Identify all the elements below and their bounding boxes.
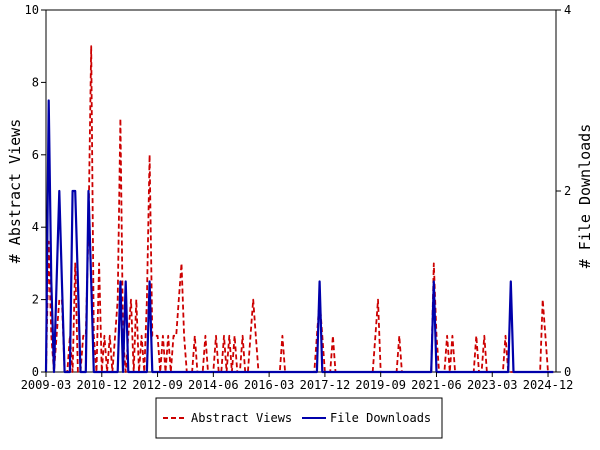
left-y-tick-label: 8 (32, 75, 39, 89)
right-axis-title: # File Downloads (576, 124, 594, 269)
left-y-tick-label: 0 (32, 365, 39, 379)
axis-layer: 0 2 4 6 8 10 0 2 4 2009-03 2010-12 2012-09 2014-06 20… (21, 3, 574, 392)
left-y-tick-label: 6 (32, 148, 39, 162)
left-y-tick-label: 10 (25, 3, 39, 17)
right-y-tick-label: 0 (564, 365, 571, 379)
x-tick-label: 2009-03 (21, 378, 72, 392)
x-tick-label: 2019-09 (355, 378, 406, 392)
left-y-tick-label: 4 (32, 220, 39, 234)
x-tick-label: 2010-12 (76, 378, 127, 392)
left-y-tick-label: 2 (32, 293, 39, 307)
right-y-tick-label: 2 (564, 184, 571, 198)
x-tick-label: 2016-03 (244, 378, 295, 392)
legend: Abstract Views File Downloads (155, 397, 443, 439)
x-tick-label: 2024-12 (523, 378, 574, 392)
x-tick-label: 2021-06 (411, 378, 462, 392)
series-line-file-downloads (44, 99, 554, 374)
legend-label-abstract-views: Abstract Views (191, 411, 292, 425)
right-y-tick-label: 4 (564, 3, 571, 17)
series-layer (44, 45, 554, 374)
x-tick-label: 2017-12 (300, 378, 351, 392)
legend-box (155, 397, 443, 439)
x-tick-label: 2012-09 (132, 378, 183, 392)
left-axis-title: # Abstract Views (6, 119, 24, 264)
legend-label-file-downloads: File Downloads (330, 411, 431, 425)
x-tick-label: 2014-06 (188, 378, 239, 392)
x-tick-label: 2023-03 (467, 378, 518, 392)
